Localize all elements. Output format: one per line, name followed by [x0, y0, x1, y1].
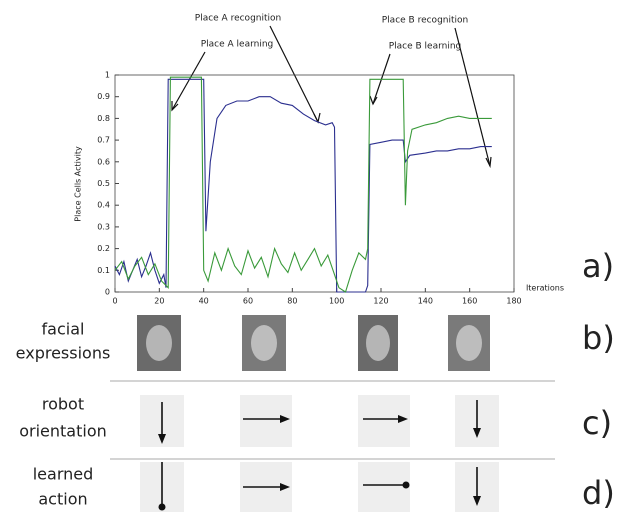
panel-label: d): [582, 474, 615, 512]
row-label: orientation: [19, 422, 107, 441]
action-arrows: [140, 462, 499, 512]
x-axis-label: Iterations: [526, 284, 564, 293]
y-tick-label: 1: [105, 71, 110, 80]
y-tick-label: 0.3: [97, 222, 110, 231]
annotation: Place A recognition: [195, 14, 281, 24]
orientation-arrows: [140, 395, 499, 447]
x-tick-label: 160: [462, 297, 477, 306]
row-label: expressions: [16, 344, 111, 363]
x-tick-label: 140: [418, 297, 433, 306]
annotation: Place B recognition: [382, 16, 468, 26]
x-tick-label: 120: [373, 297, 388, 306]
panel-label: c): [582, 404, 612, 442]
row-label: robot: [42, 395, 84, 414]
x-tick-label: 40: [199, 297, 209, 306]
annotation: Place A learning: [201, 40, 274, 50]
x-tick-label: 0: [112, 297, 117, 306]
x-tick-label: 80: [287, 297, 297, 306]
row-label: facial: [42, 320, 85, 339]
x-tick-label: 20: [154, 297, 164, 306]
y-tick-label: 0.9: [97, 92, 110, 101]
annotation-arrows: [171, 25, 492, 169]
y-tick-label: 0.8: [97, 114, 110, 123]
x-tick-label: 60: [243, 297, 253, 306]
y-tick-label: 0.2: [97, 244, 110, 253]
row-label: action: [38, 490, 87, 509]
y-tick-label: 0.1: [97, 266, 110, 275]
annotation: Place B learning: [389, 42, 462, 52]
y-tick-label: 0.4: [97, 201, 110, 210]
y-tick-label: 0.6: [97, 157, 110, 166]
series-line: [114, 76, 492, 293]
panel-label: b): [582, 319, 615, 357]
x-tick-label: 100: [329, 297, 344, 306]
y-axis-label: Place Cells Activity: [74, 146, 83, 222]
row-label: learned: [33, 465, 94, 484]
panel-label: a): [582, 247, 614, 285]
y-tick-label: 0.7: [97, 136, 110, 145]
y-tick-label: 0.5: [97, 179, 110, 188]
x-tick-label: 180: [506, 297, 521, 306]
y-tick-label: 0: [105, 288, 110, 297]
face-images: [137, 315, 490, 371]
